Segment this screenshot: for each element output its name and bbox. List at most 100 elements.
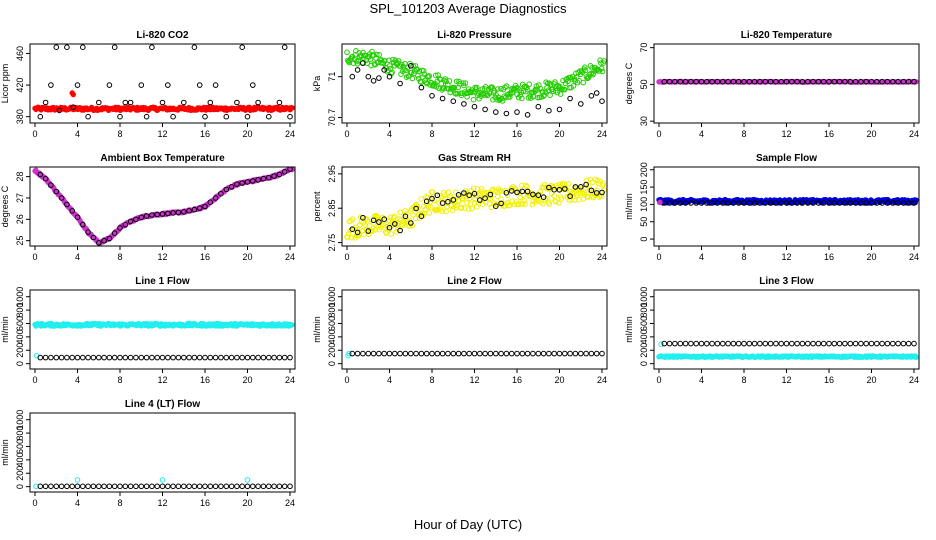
li820-co2-hourly-point [70,104,77,110]
line-1-flow-hourly-point [260,354,267,361]
li820-pressure-detail-point [489,84,495,90]
y-tick-label: 26 [15,214,25,224]
x-tick-label: 0 [656,129,661,139]
y-axis-label: degrees C [624,62,634,104]
x-tick-label: 24 [597,129,607,139]
li820-co2-hourly-point [202,113,208,120]
x-tick-label: 4 [75,498,80,508]
line-1-flow-hourly-point [53,354,60,361]
li820-co2-hourly-point [111,44,118,51]
ambient-box-temperature-hourly-point [53,188,60,195]
li820-co2-hourly-point [96,99,102,106]
line-1-flow-hourly-point [74,354,81,361]
line-3-flow-detail-point [913,354,919,360]
x-tick-label: 0 [32,375,37,385]
sample-flow-hourly-point [682,200,689,206]
gas-stream-rh-detail-point [499,188,505,194]
ambient-box-temperature-hourly-point [212,195,219,201]
gas-stream-rh-detail-point [426,210,433,216]
sample-flow-hourly-point [704,200,710,206]
line-1-flow-hourly-point [85,354,91,361]
line-4-lt-flow-hourly-point [266,483,272,490]
li820-temperature-hourly-point [831,78,838,85]
ambient-box-temperature-hourly-point [111,230,118,236]
line-2-flow-hourly-point [397,350,403,357]
line-2-flow-hourly-point [514,350,520,357]
ambient-box-temperature-hourly-point [266,174,272,181]
li820-pressure-detail-point [411,70,417,77]
y-tick-label: 200 [639,343,649,358]
li820-temperature-hourly-point [879,78,885,85]
x-tick-label: 8 [117,252,122,262]
li820-co2-hourly-point [117,113,123,120]
line-4-lt-flow-hourly-point [207,483,214,490]
x-tick-label: 16 [824,252,834,262]
gas-stream-rh-detail-point [521,198,528,204]
line-1-flow-hourly-point [127,354,134,361]
li820-co2-detail-point [289,105,295,111]
y-tick-label: 0 [15,361,25,366]
line-2-flow-hourly-point [402,350,409,357]
line-4-lt-flow-hourly-point [37,483,44,490]
li820-temperature-hourly-point [852,78,859,85]
x-tick-label: 20 [242,498,252,508]
ambient-box-temperature-hourly-point [191,206,198,213]
x-tick-label: 0 [656,252,661,262]
x-tick-label: 8 [117,498,122,508]
y-tick-label: 0 [327,361,337,366]
x-tick-label: 24 [909,129,919,139]
li820-temperature-hourly-point [794,78,800,85]
li820-pressure-hourly-point [578,101,584,107]
gas-stream-rh-detail-point [436,200,442,206]
sample-flow-hourly-point [778,200,785,206]
li820-temperature-hourly-point [868,78,875,85]
line-4-lt-flow-hourly-point [170,483,176,490]
li820-pressure-detail-point [440,85,446,92]
line-3-flow-hourly-point [805,340,811,347]
panel-title: Li-820 Pressure [437,30,512,41]
li820-pressure-detail-point [374,51,380,58]
line-3-flow-hourly-point [757,340,763,347]
gas-stream-rh-hourly-point [466,192,473,198]
li820-pressure-detail-point [389,69,395,76]
gas-stream-rh-detail-point [522,201,528,207]
gas-stream-rh-detail-point [402,208,408,214]
line-2-flow-hourly-point [508,350,515,357]
li820-temperature-hourly-point [789,78,795,85]
li820-temperature-hourly-point [905,78,912,85]
li820-pressure-hourly-point [567,95,573,102]
y-tick-label: 600 [15,316,25,331]
x-tick-label: 0 [344,252,349,262]
line-3-flow-hourly-point [799,340,806,347]
x-tick-label: 12 [157,129,167,139]
gas-stream-rh-hourly-point [423,198,430,205]
plot-area [33,477,293,490]
line-3-flow-hourly-point [868,340,875,347]
ambient-box-temperature-hourly-point [74,214,81,220]
gas-stream-rh-detail-point [598,192,605,199]
li820-pressure-hourly-point [556,106,563,113]
ambient-box-temperature-hourly-point [64,201,70,208]
sample-flow-hourly-point [805,200,811,206]
li820-pressure-hourly-point [429,93,435,99]
line-4-lt-flow-hourly-point [186,483,192,490]
li820-pressure-detail-point [598,65,605,72]
line-2-flow-hourly-point [466,350,473,357]
line-1-flow-hourly-point [207,354,214,361]
li820-temperature-hourly-point [890,78,896,85]
ambient-box-temperature-hourly-point [271,173,277,179]
ambient-box-temperature-hourly-point [175,209,182,216]
y-tick-label: 30 [639,116,649,126]
line-4-lt-flow-hourly-point [191,483,198,490]
gas-stream-rh-hourly-point [370,217,377,224]
y-axis-label: degrees C [0,185,10,227]
line-4-lt-flow-hourly-point [250,483,256,490]
li820-pressure-detail-point [432,72,439,79]
y-tick-label: 400 [15,452,25,467]
li820-co2-hourly-point [244,113,251,120]
line-3-flow-hourly-point [789,340,795,347]
sample-flow-hourly-point [751,200,758,206]
line-2-flow-hourly-point [578,350,584,357]
li820-pressure-hourly-point [450,98,457,104]
